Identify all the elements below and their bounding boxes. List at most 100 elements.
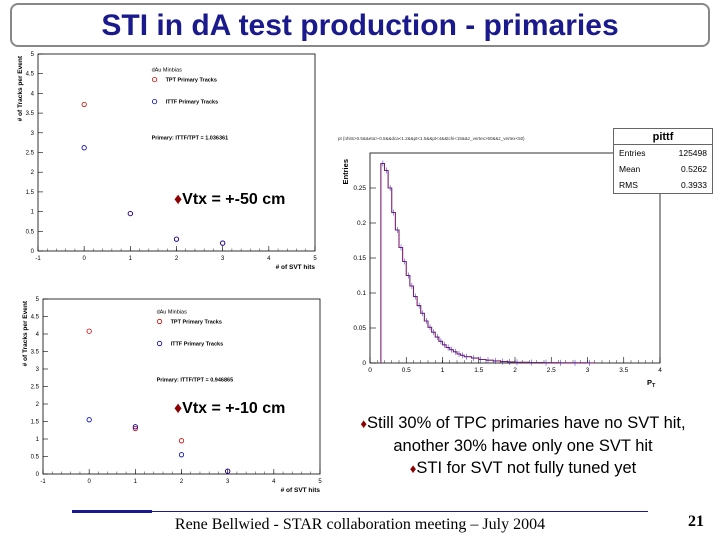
data-point	[178, 452, 185, 458]
bullet-icon: ♦	[174, 191, 183, 208]
y-tick-label: 0.2	[357, 220, 366, 227]
y-tick-label: 1	[36, 437, 40, 443]
legend-entry: TPT Primary Tracks	[171, 320, 222, 326]
chart-scatter-vtx10: 00.511.522.533.544.55-1 0 1 2 3 4 5# of SVT hi…	[22, 297, 322, 494]
data-point	[81, 101, 87, 108]
y-tick-label: 0.25	[353, 185, 366, 192]
bullet-icon: ♦	[360, 416, 368, 431]
x-tick-label: 3	[226, 479, 230, 485]
histogram-series	[380, 162, 596, 364]
notes-block: ♦Still 30% of TPC primaries have no SVT …	[332, 412, 714, 480]
y-tick-label: 0.5	[31, 455, 40, 461]
x-tick-label: 4	[658, 367, 662, 374]
chart-scatter-vtx50: 00.511.522.533.544.55-1 0 1 2 3 4 5# of SVT hi…	[17, 52, 317, 271]
x-tick-label: 3.5	[619, 367, 628, 374]
data-point	[86, 328, 92, 334]
stats-row-entries: Entries 125498	[619, 148, 707, 158]
x-tick-label: 2	[180, 479, 184, 485]
y-tick-label: 1.5	[26, 190, 35, 196]
y-tick-label: 2	[31, 170, 35, 176]
y-tick-label: 3	[31, 131, 35, 137]
y-tick-label: 0.5	[26, 229, 35, 235]
y-tick-label: 1.5	[31, 420, 40, 426]
x-axis-label: P	[647, 378, 652, 387]
y-tick-label: 0.15	[353, 255, 366, 262]
plot-frame	[369, 152, 661, 364]
y-tick-label: 4	[31, 91, 35, 97]
stats-box: pittf Entries 125498 Mean 0.5262 RMS 0.3933	[613, 128, 713, 194]
x-tick-label: 3	[221, 256, 225, 262]
y-axis-label: # of Tracks per Event	[22, 300, 29, 366]
vtx-10-annotation: ♦Vtx = +-10 cm	[172, 400, 288, 418]
footer-rule	[150, 511, 648, 512]
bullet-icon: ♦	[409, 461, 417, 476]
y-tick-label: 0	[31, 249, 35, 255]
note-1: ♦Still 30% of TPC primaries have no SVT …	[360, 414, 686, 455]
data-point	[220, 240, 226, 246]
footer-text: Rene Bellwied - STAR collaboration meeti…	[174, 516, 546, 533]
chart-histogram-pittf: 0 0.05 0.1 0.15 0.2 0.25 0 0.5 1 1.5 2 2.5 3 3.5 4P T En…	[341, 152, 662, 389]
y-tick-label: 0	[362, 360, 366, 367]
data-point	[86, 417, 92, 423]
x-tick-label: 1	[134, 479, 138, 485]
x-tick-label: 4	[272, 479, 276, 485]
stats-row-rms: RMS 0.3933	[619, 180, 707, 190]
y-tick-label: 4.5	[31, 315, 40, 321]
y-tick-label: 0.05	[353, 325, 366, 332]
page-number: 21	[688, 513, 704, 530]
y-tick-label: 2.5	[31, 385, 40, 391]
y-axis-label: # of Tracks per Event	[17, 55, 24, 121]
data-point	[173, 236, 180, 242]
x-tick-label: 2	[175, 256, 179, 262]
data-point	[127, 210, 133, 217]
y-tick-label: 5	[36, 297, 40, 303]
bullet-icon: ♦	[174, 400, 183, 417]
x-tick-label: 0.5	[402, 367, 411, 374]
note-2: ♦STI for SVT not fully tuned yet	[409, 459, 637, 477]
legend-marker	[151, 76, 158, 83]
data-point	[178, 438, 185, 444]
x-axis-label: # of SVT hits	[281, 487, 321, 494]
x-tick-label: 1	[129, 256, 133, 262]
legend-marker	[156, 318, 163, 325]
ratio-text: Primary: ITTF/TPT = 0.946865	[157, 378, 234, 384]
x-tick-label: 5	[313, 256, 317, 262]
x-tick-label: -1	[35, 256, 41, 262]
x-tick-label: 0	[87, 479, 91, 485]
x-tick-label: -1	[40, 479, 46, 485]
data-point	[132, 425, 138, 432]
y-tick-label: 5	[31, 52, 35, 58]
y-tick-label: 2	[36, 402, 40, 408]
y-tick-label: 3	[36, 367, 40, 373]
slide-title: STI in dA test production - primaries	[10, 3, 710, 47]
plot-frame	[42, 298, 321, 475]
x-tick-label: 2.5	[547, 367, 556, 374]
legend-entry: TPT Primary Tracks	[166, 78, 217, 84]
x-tick-label: 4	[267, 256, 271, 262]
x-axis-label: # of SVT hits	[276, 264, 316, 271]
y-tick-label: 4.5	[26, 72, 35, 78]
y-tick-label: 2.5	[26, 151, 35, 157]
data-point	[81, 145, 87, 151]
x-tick-label: 0	[82, 256, 86, 262]
y-tick-label: 0	[36, 472, 40, 478]
data-point	[132, 424, 138, 430]
y-tick-label: 1	[31, 210, 35, 216]
histogram-cut-text: pt {nhits>0.5&&eta>-0.5&&dca<1.2&&pt<1.5…	[338, 136, 525, 141]
legend-title: dAu Minbias	[152, 68, 183, 74]
y-tick-label: 4	[36, 332, 40, 338]
x-tick-label: 3	[586, 367, 590, 374]
x-tick-label: 2	[513, 367, 517, 374]
x-axis-label-sub: T	[652, 383, 656, 389]
legend-title: dAu Minbias	[157, 310, 188, 316]
y-tick-label: 3.5	[31, 350, 40, 356]
x-tick-label: 1.5	[474, 367, 483, 374]
stats-row-mean: Mean 0.5262	[619, 164, 707, 174]
legend-entry: ITTF Primary Tracks	[166, 100, 219, 106]
data-point	[225, 468, 231, 474]
vtx-50-annotation: ♦Vtx = +-50 cm	[172, 191, 288, 209]
plot-frame	[37, 53, 316, 252]
legend-marker	[151, 98, 158, 105]
legend-entry: ITTF Primary Tracks	[171, 342, 224, 348]
x-tick-label: 5	[318, 479, 322, 485]
